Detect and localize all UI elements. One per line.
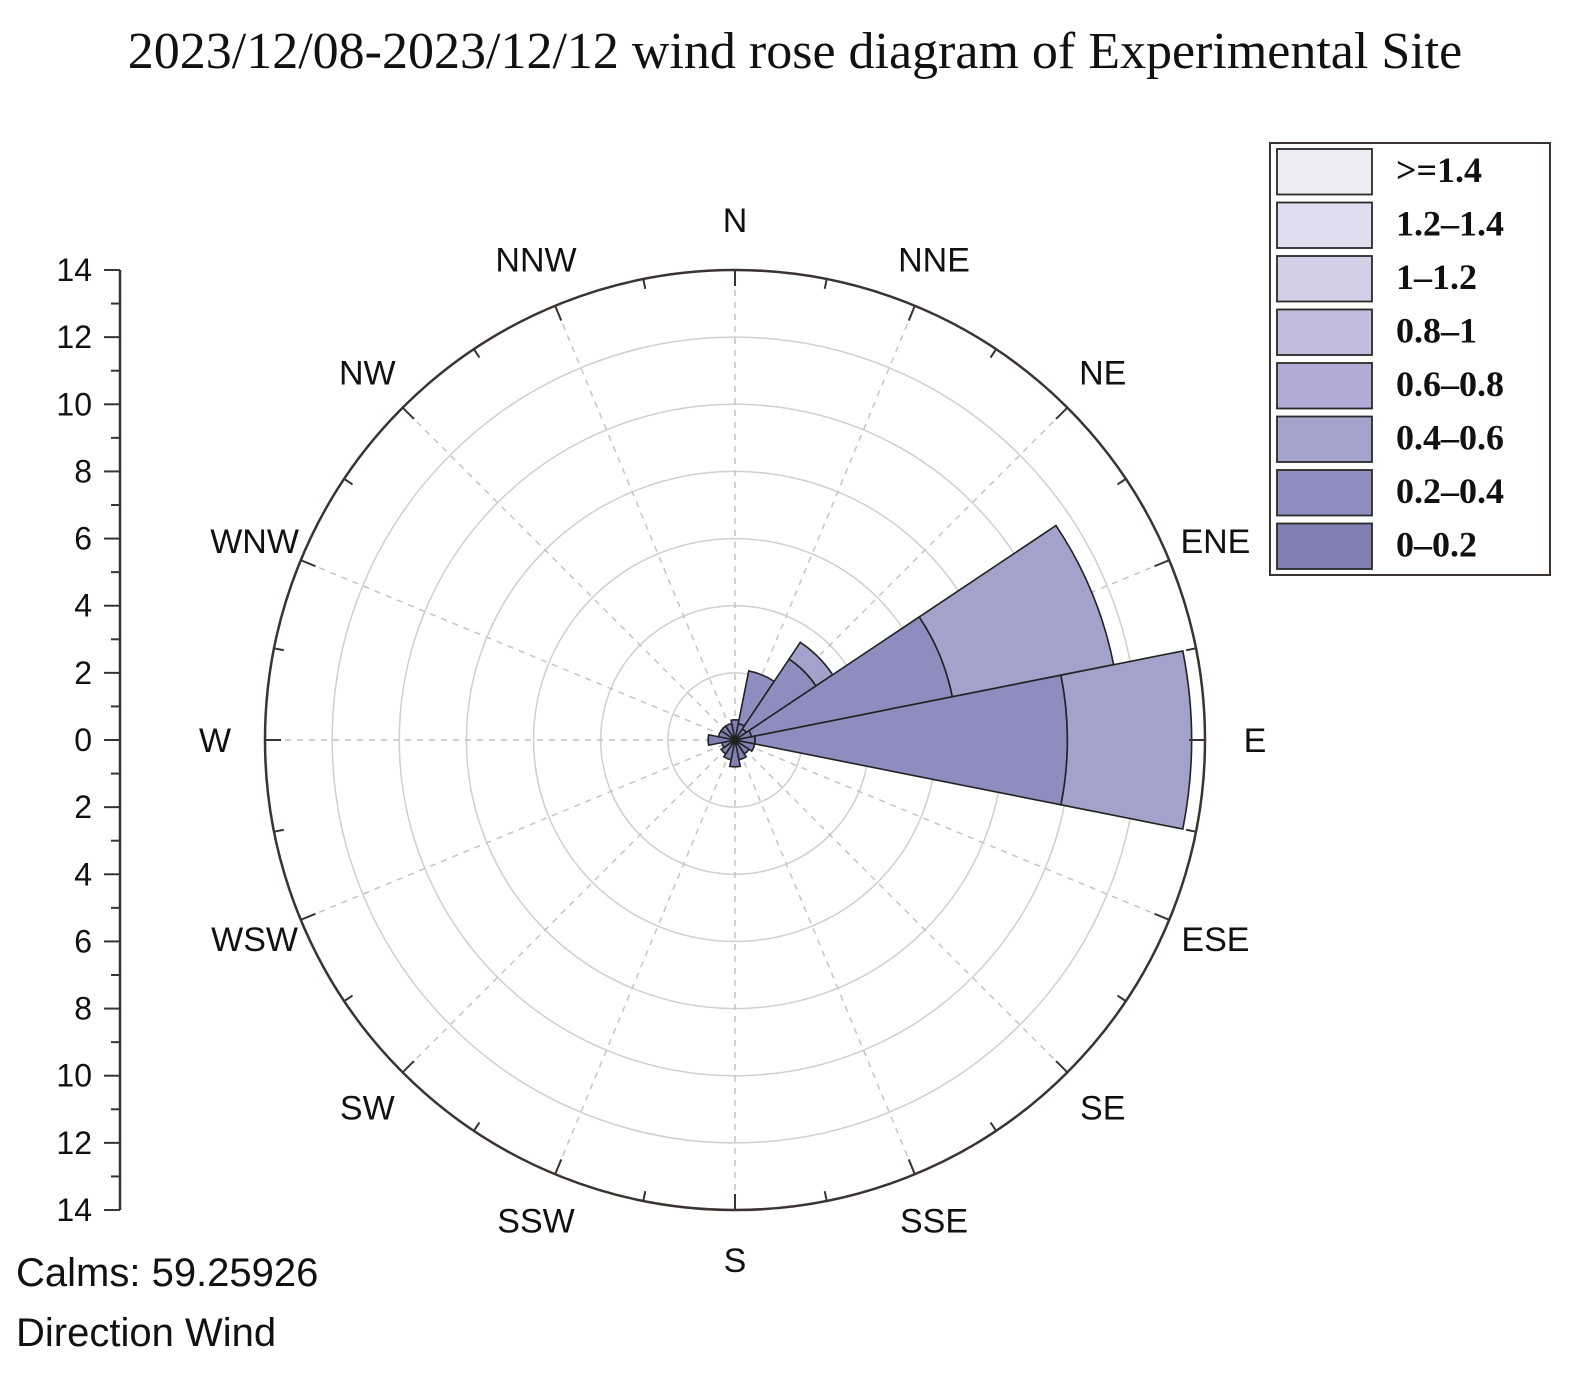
frame-tick <box>1154 559 1170 568</box>
radial-tick-label: 10 <box>56 1058 92 1094</box>
direction-label-e: E <box>1244 722 1267 760</box>
legend: >=1.4 1.2–1.4 1–1.2 0.8–1 0.6–0.8 0.4–0.6 0.2–… <box>1269 142 1551 576</box>
grid-spoke <box>300 559 736 741</box>
frame-tick <box>1185 647 1197 652</box>
radial-tick-label: 14 <box>56 1192 92 1228</box>
frame-tick <box>823 1190 828 1202</box>
radial-tick-label: 8 <box>74 453 92 489</box>
radial-tick-label: 10 <box>56 386 92 422</box>
direction-labels: N NNE NE ENE E ESE SE SSE S SSW SW WSW W WNW NW NNW <box>199 202 1266 1280</box>
direction-label-ne: NE <box>1079 354 1126 392</box>
wind-petal-w <box>707 733 736 747</box>
radial-tick-label: 12 <box>56 1125 92 1161</box>
frame-tick <box>1116 994 1127 1002</box>
frame-tick <box>1055 1060 1069 1074</box>
frame-tick <box>300 912 316 921</box>
radial-tick-label: 12 <box>56 319 92 355</box>
legend-label: 0.4–0.6 <box>1396 418 1504 458</box>
legend-swatch <box>1276 308 1373 356</box>
grid-spoke <box>734 739 916 1175</box>
direction-label-ene: ENE <box>1180 523 1250 561</box>
frame-tick <box>473 1121 481 1132</box>
direction-label-wsw: WSW <box>211 921 298 959</box>
legend-swatch <box>1276 415 1373 463</box>
radial-tick-label: 6 <box>74 923 92 959</box>
grid-spoke <box>554 739 736 1175</box>
polar-frame <box>263 268 1207 1212</box>
legend-label: 0.2–0.4 <box>1396 471 1504 511</box>
frame-tick <box>554 305 563 321</box>
radial-tick-label: 0 <box>74 722 92 758</box>
direction-label-nw: NW <box>339 354 396 392</box>
legend-label: 0.8–1 <box>1396 311 1477 351</box>
legend-swatch <box>1276 255 1373 303</box>
legend-label: 0.6–0.8 <box>1396 364 1504 404</box>
frame-tick <box>343 478 354 486</box>
frame-tick <box>1185 828 1197 833</box>
frame-tick <box>989 348 997 359</box>
radial-tick-label: 2 <box>74 789 92 825</box>
radial-tick-label: 8 <box>74 991 92 1027</box>
legend-swatch <box>1276 201 1373 249</box>
grid-spoke <box>402 407 736 741</box>
legend-swatch <box>1276 362 1373 410</box>
direction-label-w: W <box>199 722 231 760</box>
frame-tick <box>273 647 285 652</box>
direction-label-n: N <box>723 202 748 240</box>
chart-title: 2023/12/08-2023/12/12 wind rose diagram … <box>128 23 1462 80</box>
legend-swatch <box>1276 148 1373 196</box>
frame-tick <box>1055 406 1069 420</box>
radial-axis: 14 12 10 8 6 4 2 0 2 4 6 8 10 12 14 <box>56 252 122 1228</box>
legend-swatch <box>1276 469 1373 517</box>
legend-label: 1.2–1.4 <box>1396 204 1504 244</box>
frame-tick <box>1154 912 1170 921</box>
frame-tick <box>823 278 828 290</box>
direction-label-nnw: NNW <box>495 242 576 280</box>
radial-tick-label: 14 <box>56 252 92 288</box>
wind-petal-sw <box>719 739 736 756</box>
direction-label-wnw: WNW <box>210 523 299 561</box>
radial-tick-label: 2 <box>74 655 92 691</box>
grid-spoke <box>402 739 736 1073</box>
direction-label-sw: SW <box>340 1090 395 1128</box>
frame-tick <box>473 348 481 359</box>
frame-tick <box>907 1159 916 1175</box>
direction-wind-label: Direction Wind <box>16 1311 276 1355</box>
frame-tick <box>1116 478 1127 486</box>
frame-tick <box>343 994 354 1002</box>
direction-label-ese: ESE <box>1181 921 1249 959</box>
legend-label: 0–0.2 <box>1396 525 1477 565</box>
grid-spoke <box>554 305 736 741</box>
frame-tick <box>401 1060 415 1074</box>
frame-tick <box>554 1159 563 1175</box>
wind-petals <box>707 524 1193 831</box>
frame-tick <box>401 406 415 420</box>
direction-label-nne: NNE <box>898 242 970 280</box>
radial-tick-label: 4 <box>74 856 92 892</box>
calms-label: Calms: 59.25926 <box>16 1251 318 1295</box>
legend-swatch <box>1276 522 1373 570</box>
wind-petal-s <box>728 739 742 768</box>
legend-label: 1–1.2 <box>1396 257 1477 297</box>
frame-tick <box>300 559 316 568</box>
direction-label-sse: SSE <box>900 1202 968 1240</box>
frame-tick <box>989 1121 997 1132</box>
direction-label-se: SE <box>1080 1090 1125 1128</box>
radial-tick-label: 6 <box>74 521 92 557</box>
wind-petal-nnw <box>724 722 736 741</box>
frame-tick <box>642 278 647 290</box>
direction-label-ssw: SSW <box>497 1202 574 1240</box>
radial-tick-label: 4 <box>74 588 92 624</box>
frame-tick <box>273 828 285 833</box>
grid-spoke <box>300 739 736 921</box>
direction-label-s: S <box>724 1242 747 1280</box>
frame-tick <box>642 1190 647 1202</box>
wind-petal-e <box>1060 649 1193 831</box>
frame-tick <box>907 305 916 321</box>
legend-label: >=1.4 <box>1396 150 1482 190</box>
